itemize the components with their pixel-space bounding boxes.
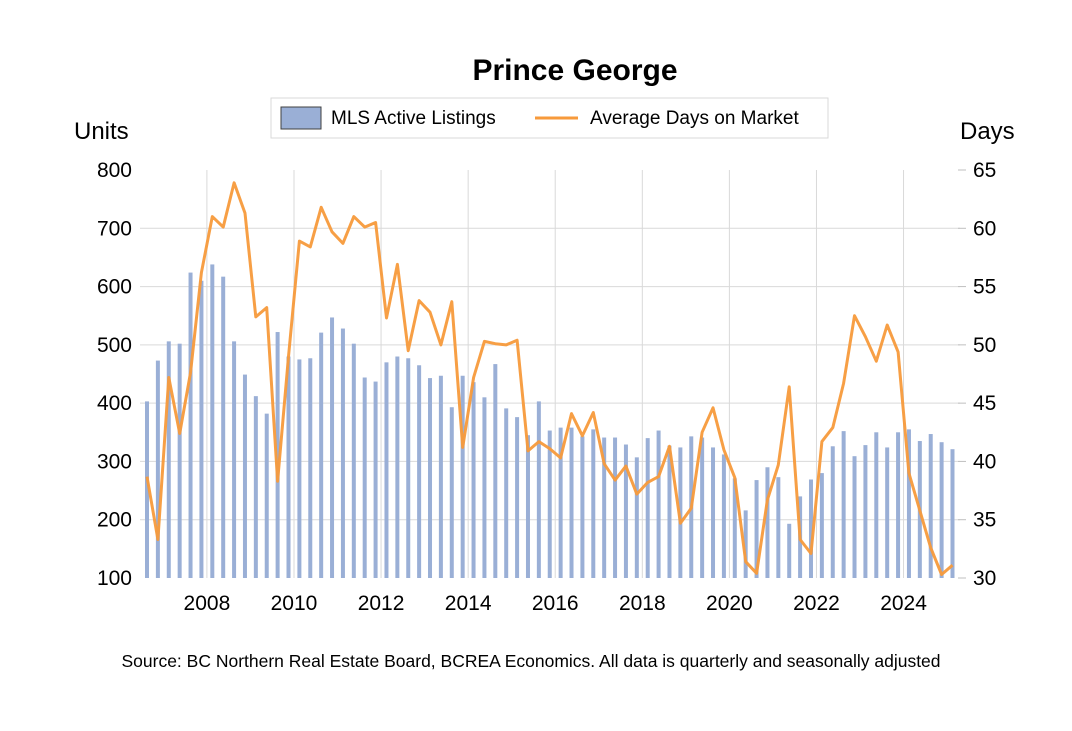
bar: [787, 524, 791, 578]
bar: [940, 442, 944, 578]
legend: MLS Active Listings Average Days on Mark…: [271, 98, 828, 138]
bar: [896, 432, 900, 578]
bar: [874, 432, 878, 578]
legend-label-listings: MLS Active Listings: [331, 108, 496, 129]
bar: [189, 273, 193, 578]
y-right-axis-title: Days: [960, 118, 1015, 145]
y-left-tick-label: 700: [97, 217, 132, 240]
y-right-tick-label: 40: [973, 450, 996, 473]
y-left-tick-label: 600: [97, 276, 132, 299]
bar: [210, 264, 214, 578]
bar: [319, 333, 323, 578]
bar: [308, 358, 312, 578]
bar: [352, 344, 356, 578]
y-left-tick-label: 200: [97, 509, 132, 532]
bar: [700, 438, 704, 578]
bar: [428, 378, 432, 578]
y-left-tick-label: 300: [97, 450, 132, 473]
x-tick-label: 2010: [271, 592, 318, 615]
x-tick-label: 2022: [793, 592, 840, 615]
bar: [657, 431, 661, 578]
bar: [265, 414, 269, 578]
legend-label-days: Average Days on Market: [590, 108, 799, 129]
bar: [287, 357, 291, 578]
y-right-tick-label: 65: [973, 159, 996, 182]
bar: [929, 434, 933, 578]
x-tick-label: 2008: [184, 592, 231, 615]
y-right-tick-label: 45: [973, 392, 996, 415]
bar: [515, 417, 519, 578]
bar: [765, 467, 769, 578]
bar: [297, 359, 301, 578]
bar: [472, 382, 476, 578]
y-right-ticks: 65 60 55 50 45 40 35 30: [958, 159, 996, 590]
bar: [374, 382, 378, 578]
x-tick-label: 2014: [445, 592, 492, 615]
bar: [450, 407, 454, 578]
bar: [232, 341, 236, 578]
x-ticks: 2008 2010 2012 2014 2016 2018 2020 2022 2024: [184, 592, 928, 615]
x-tick-label: 2024: [880, 592, 927, 615]
chart-title: Prince George: [472, 54, 677, 87]
source-note: Source: BC Northern Real Estate Board, B…: [121, 651, 940, 671]
bar: [624, 445, 628, 578]
bar: [341, 329, 345, 578]
bar: [504, 408, 508, 578]
y-left-ticks: 800 700 600 500 400 300 200 100: [97, 159, 132, 590]
bar: [395, 357, 399, 578]
x-tick-label: 2012: [358, 592, 405, 615]
bar: [156, 361, 160, 578]
y-right-tick-label: 35: [973, 509, 996, 532]
bar: [537, 401, 541, 578]
bar: [461, 376, 465, 578]
y-left-axis-title: Units: [74, 118, 129, 145]
bar: [580, 436, 584, 578]
bar: [635, 457, 639, 578]
bar: [384, 362, 388, 578]
y-right-tick-label: 30: [973, 567, 996, 590]
y-right-tick-label: 50: [973, 334, 996, 357]
bar: [853, 456, 857, 578]
bar: [950, 449, 954, 578]
x-tick-label: 2020: [706, 592, 753, 615]
bar: [863, 445, 867, 578]
y-left-tick-label: 800: [97, 159, 132, 182]
bar: [646, 438, 650, 578]
bar: [363, 377, 367, 578]
bar: [831, 446, 835, 578]
y-right-tick-label: 60: [973, 217, 996, 240]
bar: [482, 397, 486, 578]
bar: [820, 473, 824, 578]
bar: [243, 375, 247, 578]
bar: [570, 428, 574, 578]
bar: [591, 429, 595, 578]
bar: [406, 358, 410, 578]
bar: [526, 435, 530, 578]
bar: [221, 277, 225, 578]
bar: [417, 365, 421, 578]
bar: [199, 281, 203, 578]
legend-bar-swatch: [281, 107, 321, 129]
bar: [885, 447, 889, 578]
y-left-tick-label: 500: [97, 334, 132, 357]
bar: [776, 477, 780, 578]
bar: [711, 447, 715, 578]
bar: [548, 431, 552, 578]
y-right-tick-label: 55: [973, 276, 996, 299]
y-left-tick-label: 100: [97, 567, 132, 590]
bar: [722, 454, 726, 578]
x-tick-label: 2016: [532, 592, 579, 615]
bar: [613, 438, 617, 578]
bar: [439, 376, 443, 578]
x-tick-label: 2018: [619, 592, 666, 615]
bar: [254, 396, 258, 578]
bar: [493, 364, 497, 578]
bar: [178, 344, 182, 578]
bar: [330, 317, 334, 578]
bar: [842, 431, 846, 578]
y-left-tick-label: 400: [97, 392, 132, 415]
